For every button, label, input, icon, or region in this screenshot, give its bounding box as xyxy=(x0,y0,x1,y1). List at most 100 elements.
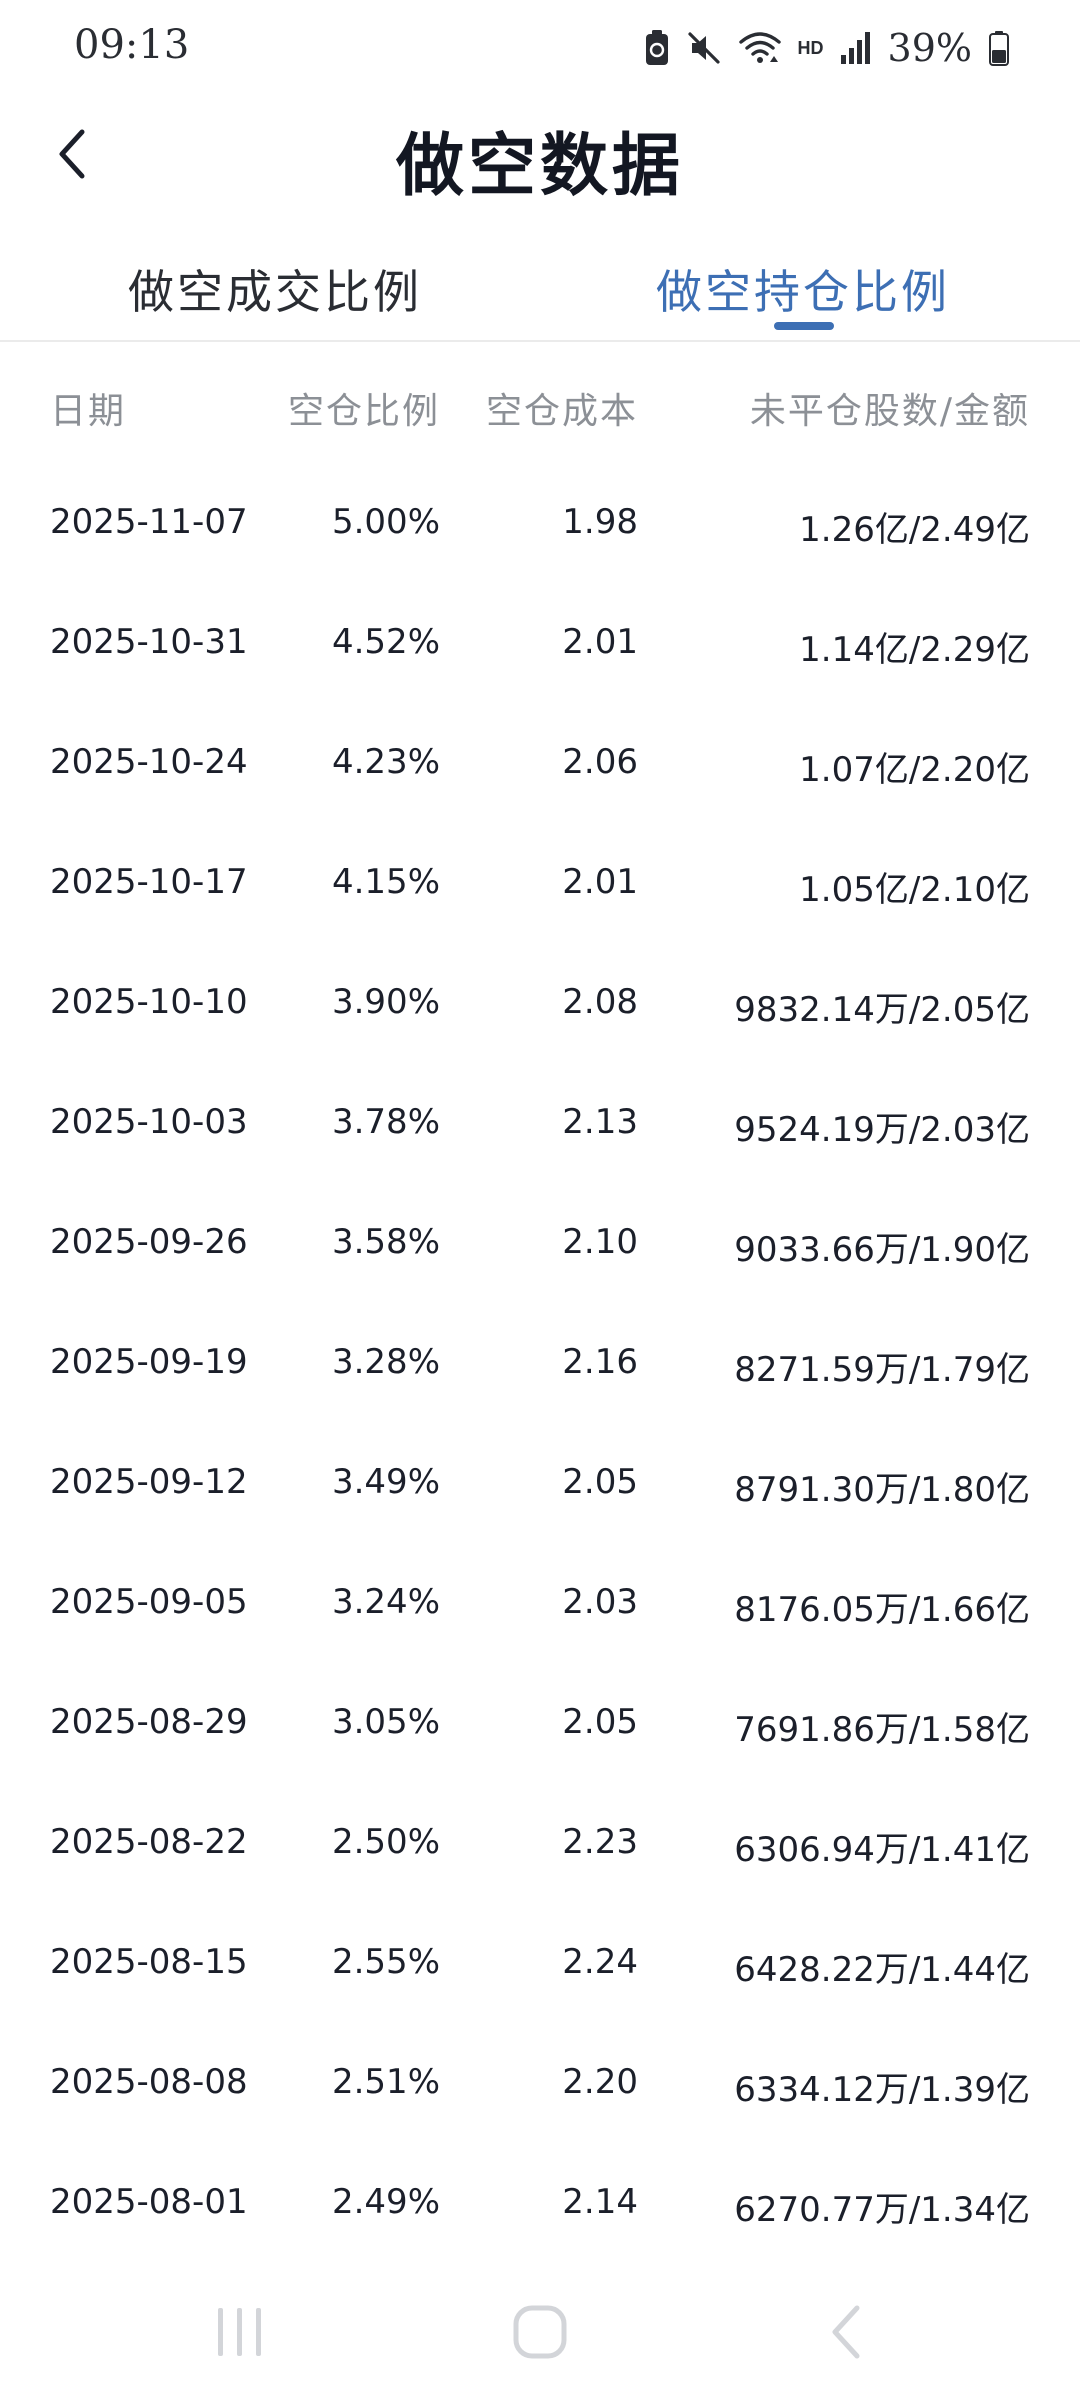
table-row: 2025-10-31 4.52% 2.01 1.14亿/2.29亿 xyxy=(0,586,1080,706)
row-cost: 2.08 xyxy=(562,982,638,1022)
tab-bar: 做空成交比例 做空持仓比例 xyxy=(0,236,1080,342)
column-header-date: 日期 xyxy=(50,391,127,432)
row-amount: 1.07亿/2.20亿 xyxy=(799,750,1030,790)
status-bar: 09:13 xyxy=(0,0,1080,96)
row-amount: 7691.86万/1.58亿 xyxy=(734,1710,1030,1750)
recents-button[interactable] xyxy=(190,2294,290,2374)
row-date: 2025-10-10 xyxy=(50,982,248,1022)
row-cost: 2.14 xyxy=(562,2182,638,2222)
row-amount: 8176.05万/1.66亿 xyxy=(734,1590,1030,1630)
row-amount: 8791.30万/1.80亿 xyxy=(734,1470,1030,1510)
table-row: 2025-08-01 2.49% 2.14 6270.77万/1.34亿 xyxy=(0,2146,1080,2266)
row-ratio: 3.90% xyxy=(331,982,440,1022)
system-nav-bar xyxy=(0,2270,1080,2400)
row-amount: 6334.12万/1.39亿 xyxy=(734,2070,1030,2110)
row-amount: 6428.22万/1.44亿 xyxy=(734,1950,1030,1990)
row-cost: 2.20 xyxy=(562,2062,638,2102)
row-date: 2025-09-05 xyxy=(50,1582,248,1622)
table-row: 2025-08-22 2.50% 2.23 6306.94万/1.41亿 xyxy=(0,1786,1080,1906)
row-date: 2025-09-19 xyxy=(50,1342,248,1382)
home-icon xyxy=(510,2302,570,2366)
row-ratio: 4.15% xyxy=(331,862,440,902)
row-date: 2025-10-31 xyxy=(50,622,248,662)
home-button[interactable] xyxy=(490,2294,590,2374)
row-cost: 2.03 xyxy=(562,1582,638,1622)
recents-icon xyxy=(210,2304,270,2364)
row-amount: 6306.94万/1.41亿 xyxy=(734,1830,1030,1870)
row-ratio: 2.50% xyxy=(331,1822,440,1862)
row-date: 2025-09-12 xyxy=(50,1462,248,1502)
row-cost: 2.13 xyxy=(562,1102,638,1142)
battery-icon xyxy=(988,30,1010,66)
page-title: 做空数据 xyxy=(395,126,684,206)
row-ratio: 3.24% xyxy=(331,1582,440,1622)
active-tab-indicator xyxy=(774,322,834,330)
row-cost: 2.05 xyxy=(562,1702,638,1742)
row-ratio: 3.28% xyxy=(331,1342,440,1382)
row-date: 2025-10-17 xyxy=(50,862,248,902)
row-ratio: 2.55% xyxy=(331,1942,440,1982)
row-date: 2025-11-07 xyxy=(50,502,248,542)
row-date: 2025-10-24 xyxy=(50,742,248,782)
table-row: 2025-10-17 4.15% 2.01 1.05亿/2.10亿 xyxy=(0,826,1080,946)
row-ratio: 3.49% xyxy=(331,1462,440,1502)
table-row: 2025-09-05 3.24% 2.03 8176.05万/1.66亿 xyxy=(0,1546,1080,1666)
table-row: 2025-09-26 3.58% 2.10 9033.66万/1.90亿 xyxy=(0,1186,1080,1306)
row-cost: 2.24 xyxy=(562,1942,638,1982)
table-header: 日期 空仓比例 空仓成本 未平仓股数/金额 xyxy=(0,342,1080,466)
column-header-short-cost: 空仓成本 xyxy=(485,391,638,432)
row-amount: 9524.19万/2.03亿 xyxy=(734,1110,1030,1150)
table-row: 2025-09-12 3.49% 2.05 8791.30万/1.80亿 xyxy=(0,1426,1080,1546)
row-ratio: 3.05% xyxy=(331,1702,440,1742)
row-cost: 1.98 xyxy=(562,502,638,542)
row-cost: 2.10 xyxy=(562,1222,638,1262)
row-ratio: 2.49% xyxy=(331,2182,440,2222)
row-amount: 1.14亿/2.29亿 xyxy=(799,630,1030,670)
row-date: 2025-08-08 xyxy=(50,2062,248,2102)
table-row: 2025-08-29 3.05% 2.05 7691.86万/1.58亿 xyxy=(0,1666,1080,1786)
header: 做空数据 xyxy=(0,96,1080,216)
table-row: 2025-10-24 4.23% 2.06 1.07亿/2.20亿 xyxy=(0,706,1080,826)
row-date: 2025-08-01 xyxy=(50,2182,248,2222)
column-header-short-ratio: 空仓比例 xyxy=(287,391,440,432)
tab-short-trade-ratio[interactable]: 做空成交比例 xyxy=(128,265,422,319)
table-row: 2025-08-15 2.55% 2.24 6428.22万/1.44亿 xyxy=(0,1906,1080,2026)
status-time: 09:13 xyxy=(74,22,190,68)
column-header-open-shares-amount: 未平仓股数/金额 xyxy=(749,391,1030,432)
row-date: 2025-09-26 xyxy=(50,1222,248,1262)
row-amount: 9832.14万/2.05亿 xyxy=(734,990,1030,1030)
tab-short-position-ratio[interactable]: 做空持仓比例 xyxy=(656,265,950,319)
wifi-icon xyxy=(738,30,782,66)
row-amount: 9033.66万/1.90亿 xyxy=(734,1230,1030,1270)
row-ratio: 2.51% xyxy=(331,2062,440,2102)
table-row: 2025-10-10 3.90% 2.08 9832.14万/2.05亿 xyxy=(0,946,1080,1066)
row-cost: 2.01 xyxy=(562,862,638,902)
row-ratio: 4.23% xyxy=(331,742,440,782)
table-body: 2025-11-07 5.00% 1.98 1.26亿/2.49亿 2025-1… xyxy=(0,466,1080,2266)
back-button[interactable] xyxy=(28,112,116,200)
row-cost: 2.16 xyxy=(562,1342,638,1382)
table-row: 2025-11-07 5.00% 1.98 1.26亿/2.49亿 xyxy=(0,466,1080,586)
row-ratio: 4.52% xyxy=(331,622,440,662)
battery-percent: 39% xyxy=(887,26,972,70)
table-row: 2025-08-08 2.51% 2.20 6334.12万/1.39亿 xyxy=(0,2026,1080,2146)
row-date: 2025-08-29 xyxy=(50,1702,248,1742)
row-cost: 2.23 xyxy=(562,1822,638,1862)
table-row: 2025-10-03 3.78% 2.13 9524.19万/2.03亿 xyxy=(0,1066,1080,1186)
table-row: 2025-09-19 3.28% 2.16 8271.59万/1.79亿 xyxy=(0,1306,1080,1426)
battery-saver-icon xyxy=(644,29,670,67)
back-icon xyxy=(825,2302,865,2366)
row-ratio: 5.00% xyxy=(331,502,440,542)
row-date: 2025-10-03 xyxy=(50,1102,248,1142)
row-cost: 2.01 xyxy=(562,622,638,662)
row-amount: 1.05亿/2.10亿 xyxy=(799,870,1030,910)
row-date: 2025-08-15 xyxy=(50,1942,248,1982)
row-amount: 8271.59万/1.79亿 xyxy=(734,1350,1030,1390)
signal-icon xyxy=(840,31,872,65)
status-icons: HD 39% xyxy=(644,24,1010,72)
chevron-left-icon xyxy=(52,126,92,186)
system-back-button[interactable] xyxy=(795,2294,895,2374)
row-cost: 2.05 xyxy=(562,1462,638,1502)
row-amount: 6270.77万/1.34亿 xyxy=(734,2190,1030,2230)
